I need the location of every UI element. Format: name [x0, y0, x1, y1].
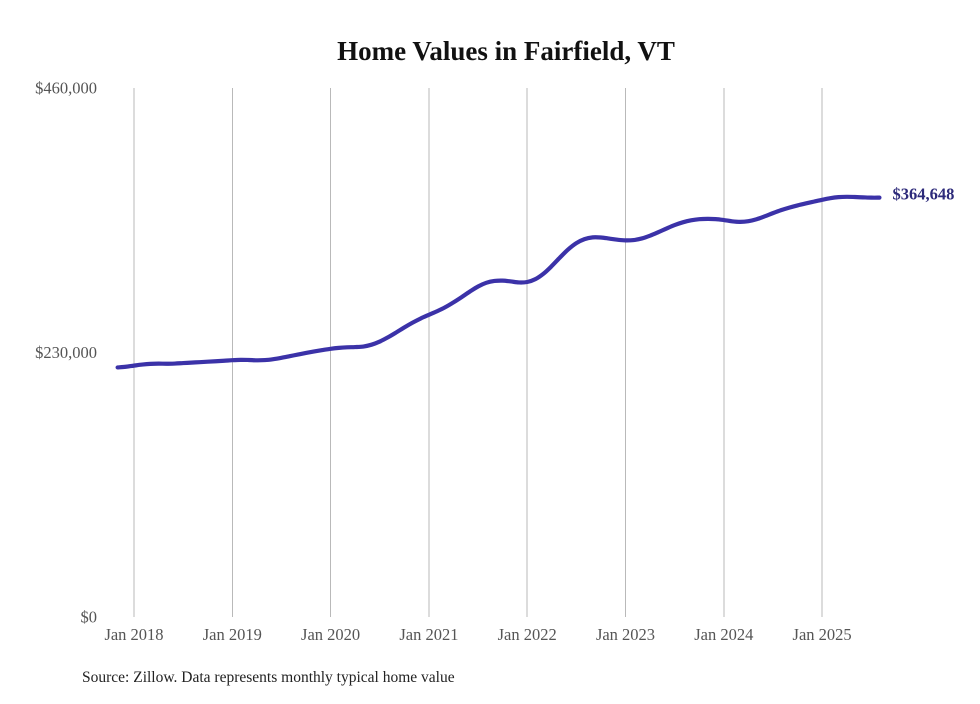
source-note: Source: Zillow. Data represents monthly …	[82, 669, 455, 686]
x-tick-label: Jan 2024	[694, 625, 753, 644]
x-axis-tick-labels: Jan 2018 Jan 2019 Jan 2020 Jan 2021 Jan 2022…	[104, 625, 851, 644]
chart-title: Home Values in Fairfield, VT	[337, 36, 675, 66]
y-tick-label: $230,000	[35, 343, 97, 362]
x-tick-label: Jan 2018	[104, 625, 163, 644]
x-tick-label: Jan 2023	[596, 625, 655, 644]
x-tick-label: Jan 2020	[301, 625, 360, 644]
y-axis-tick-labels: $460,000 $230,000 $0	[35, 79, 97, 627]
x-tick-label: Jan 2022	[498, 625, 557, 644]
series-lines	[115, 194, 882, 370]
y-tick-label: $0	[81, 608, 98, 627]
x-tick-label: Jan 2019	[203, 625, 262, 644]
y-tick-label: $460,000	[35, 79, 97, 98]
gridlines	[133, 88, 823, 617]
x-tick-label: Jan 2021	[399, 625, 458, 644]
end-value-label: $364,648	[892, 185, 954, 204]
value-line	[115, 194, 882, 370]
end-value-annotation: $364,648	[892, 185, 954, 204]
x-tick-label: Jan 2025	[793, 625, 852, 644]
